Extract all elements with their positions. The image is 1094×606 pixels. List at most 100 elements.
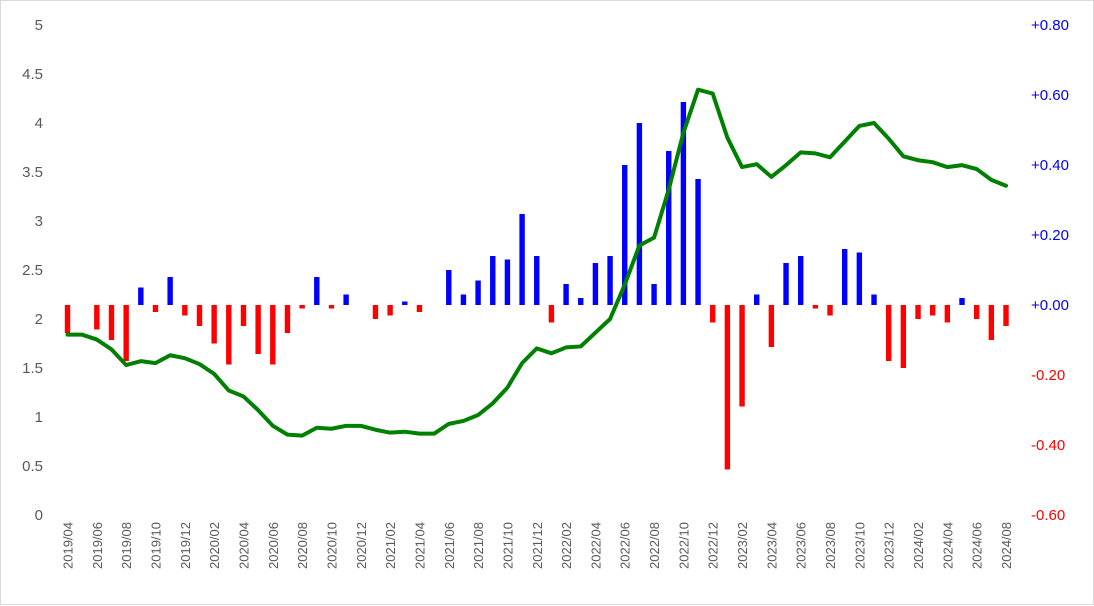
right-tick-label: +0.40 xyxy=(1031,157,1069,174)
bar-2020/05 xyxy=(255,305,261,354)
bar-2023/02 xyxy=(739,305,745,407)
x-tick-label: 2024/02 xyxy=(911,522,926,569)
bar-2023/08 xyxy=(827,305,833,316)
x-tick-label: 2023/08 xyxy=(823,522,838,569)
x-tick-label: 2019/12 xyxy=(178,522,193,569)
bar-2022/04 xyxy=(592,263,599,305)
bar-2021/10 xyxy=(504,259,511,305)
bar-2022/07 xyxy=(636,123,643,305)
right-tick-label: +0.80 xyxy=(1031,17,1069,34)
bar-2024/03 xyxy=(929,305,936,316)
bar-2022/09 xyxy=(666,151,672,305)
bar-2021/01 xyxy=(372,305,379,319)
bar-2023/05 xyxy=(783,263,789,305)
bar-2023/03 xyxy=(754,294,760,305)
left-tick-label: 1 xyxy=(35,409,43,426)
bar-2019/08 xyxy=(123,305,129,361)
x-tick-label: 2022/02 xyxy=(559,522,574,569)
right-tick-label: +0.60 xyxy=(1031,87,1069,104)
left-axis: 0 0.5 1 1.5 2 2.5 3 3.5 4 4.5 5 xyxy=(22,17,43,524)
bar-2024/07 xyxy=(988,305,995,340)
bar-2021/03 xyxy=(402,301,408,305)
bar-2024/06 xyxy=(973,305,980,319)
bar-2023/10 xyxy=(856,252,863,305)
right-tick-label: +0.00 xyxy=(1031,297,1069,314)
bar-2022/06 xyxy=(622,165,628,305)
right-tick-label: +0.20 xyxy=(1031,227,1069,244)
bar-2021/12 xyxy=(534,256,540,305)
bar-2020/04 xyxy=(240,305,247,326)
bar-2022/02 xyxy=(563,284,569,305)
right-tick-label: -0.40 xyxy=(1031,437,1065,454)
bar-2022/11 xyxy=(695,179,701,305)
x-tick-label: 2019/06 xyxy=(90,522,105,569)
x-tick-label: 2023/12 xyxy=(882,522,897,569)
x-tick-label: 2020/08 xyxy=(295,522,310,569)
x-tick-label: 2021/06 xyxy=(442,522,457,569)
x-tick-label: 2023/06 xyxy=(794,522,809,569)
bar-2024/08 xyxy=(1003,305,1009,326)
x-tick-label: 2022/08 xyxy=(647,522,662,569)
x-tick-label: 2021/02 xyxy=(383,522,398,569)
bar-2021/04 xyxy=(416,305,423,312)
x-tick-label: 2024/06 xyxy=(970,522,985,569)
bar-2021/07 xyxy=(460,294,467,305)
bar-2021/09 xyxy=(490,256,496,305)
x-tick-label: 2022/06 xyxy=(618,522,633,569)
bar-2019/09 xyxy=(138,287,144,305)
bar-2019/06 xyxy=(94,305,100,330)
bar-2020/03 xyxy=(226,305,232,365)
bar-2024/01 xyxy=(900,305,907,368)
bar-2023/09 xyxy=(842,249,848,305)
bar-2023/04 xyxy=(768,305,775,347)
x-tick-label: 2023/04 xyxy=(764,522,779,569)
bar-2020/06 xyxy=(270,305,276,365)
x-tick-label: 2021/10 xyxy=(500,522,515,569)
bar-2024/05 xyxy=(959,298,965,305)
bar-2022/08 xyxy=(651,284,657,305)
bar-2020/09 xyxy=(314,277,320,305)
x-tick-label: 2020/02 xyxy=(207,522,222,569)
bar-2024/02 xyxy=(915,305,921,319)
left-tick-label: 0 xyxy=(35,507,43,524)
bar-2019/07 xyxy=(108,305,115,340)
bar-2024/04 xyxy=(944,305,951,323)
right-tick-label: -0.60 xyxy=(1031,507,1065,524)
left-tick-label: 3 xyxy=(35,213,43,230)
x-tick-label: 2022/10 xyxy=(676,522,691,569)
bar-2023/06 xyxy=(798,256,804,305)
right-tick-label: -0.20 xyxy=(1031,367,1065,384)
bar-2022/01 xyxy=(548,305,555,323)
bar-2022/05 xyxy=(607,256,613,305)
bar-2020/01 xyxy=(196,305,203,326)
x-tick-label: 2020/04 xyxy=(236,522,251,569)
x-tick-label: 2019/04 xyxy=(61,522,76,569)
bar-2023/12 xyxy=(885,305,892,361)
x-tick-label: 2022/12 xyxy=(706,522,721,569)
left-tick-label: 5 xyxy=(35,17,43,34)
x-tick-label: 2019/08 xyxy=(119,522,134,569)
bars-layer xyxy=(64,102,1009,470)
x-tick-label: 2024/08 xyxy=(999,522,1014,569)
x-tick-label: 2019/10 xyxy=(148,522,163,569)
bar-2019/04 xyxy=(64,305,71,333)
bar-2021/02 xyxy=(387,305,393,316)
bar-2020/07 xyxy=(284,305,291,333)
left-tick-label: 4 xyxy=(35,115,43,132)
bar-2023/07 xyxy=(812,305,819,309)
bar-2021/11 xyxy=(519,214,525,305)
bar-2022/10 xyxy=(680,102,687,305)
bar-2020/11 xyxy=(343,294,349,305)
left-tick-label: 2.5 xyxy=(22,262,43,279)
x-tick-label: 2020/06 xyxy=(266,522,281,569)
x-tick-label: 2023/10 xyxy=(852,522,867,569)
bar-2023/01 xyxy=(724,305,731,470)
x-tick-label: 2020/12 xyxy=(354,522,369,569)
x-tick-label: 2021/04 xyxy=(412,522,427,569)
x-tick-label: 2022/04 xyxy=(588,522,603,569)
left-tick-label: 0.5 xyxy=(22,458,43,475)
line-layer xyxy=(65,87,1008,438)
bar-2022/03 xyxy=(578,298,584,305)
